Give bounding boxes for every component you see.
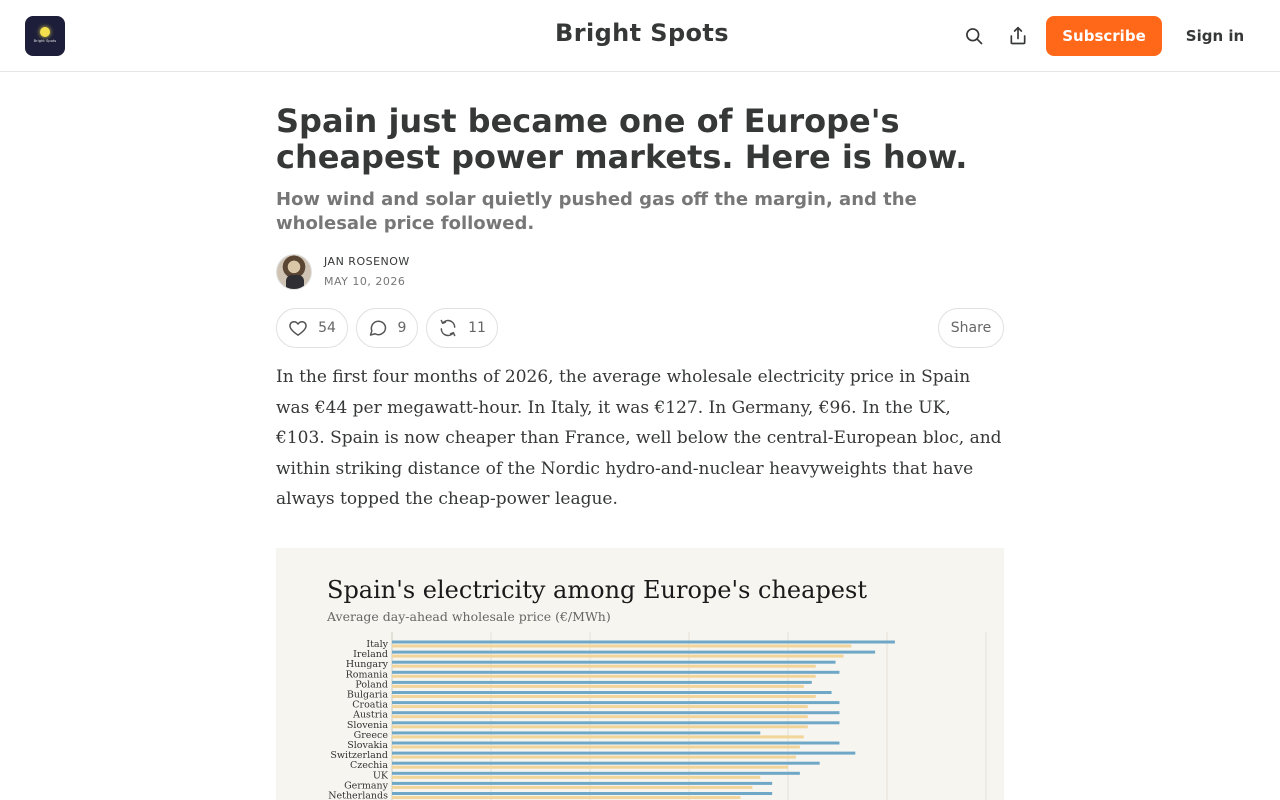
bar-series-a <box>392 771 800 775</box>
sun-icon <box>40 27 50 37</box>
bar-series-a <box>392 781 773 785</box>
bar-series-b <box>392 775 761 779</box>
comment-button[interactable]: 9 <box>356 308 418 348</box>
restack-count: 11 <box>468 320 486 336</box>
category-label: Netherlands <box>328 791 388 800</box>
category-label: Greece <box>354 730 389 741</box>
bar-series-a <box>392 731 761 735</box>
bar-series-b <box>392 796 741 799</box>
like-count: 54 <box>318 320 336 336</box>
bar-series-a <box>392 680 812 684</box>
bar-series-b <box>392 705 808 709</box>
bar-series-b <box>392 735 804 739</box>
price-chart-svg: Spain's electricity among Europe's cheap… <box>326 576 987 800</box>
bar-series-a <box>392 761 820 765</box>
bar-series-a <box>392 640 895 644</box>
bar-series-a <box>392 721 840 725</box>
logo-text: Bright Spots <box>33 39 57 43</box>
top-navigation-bar: Bright Spots Bright Spots Subscribe Sign… <box>0 0 1280 72</box>
category-label: Hungary <box>346 659 389 670</box>
bar-series-a <box>392 792 773 795</box>
chart-title: Spain's electricity among Europe's cheap… <box>327 576 867 604</box>
category-label: Romania <box>346 669 389 680</box>
sign-in-link[interactable]: Sign in <box>1185 27 1245 45</box>
bar-series-b <box>392 664 816 668</box>
article-paragraph: In the first four months of 2026, the av… <box>276 367 1002 509</box>
bar-series-b <box>392 755 796 759</box>
restack-icon <box>440 319 456 337</box>
bar-series-a <box>392 711 840 715</box>
subscribe-button[interactable]: Subscribe <box>1046 16 1162 56</box>
category-label: Germany <box>344 780 389 791</box>
search-icon[interactable] <box>962 24 986 48</box>
bar-series-a <box>392 660 836 664</box>
category-label: Ireland <box>353 649 388 660</box>
bar-series-b <box>392 725 808 729</box>
category-label: Austria <box>352 710 388 721</box>
category-label: Bulgaria <box>347 690 388 701</box>
bar-series-a <box>392 691 832 694</box>
bar-series-b <box>392 715 808 719</box>
bar-series-b <box>392 674 816 678</box>
author-name[interactable]: JAN ROSENOW <box>324 255 410 268</box>
comment-count: 9 <box>397 320 407 336</box>
bar-series-a <box>392 751 856 755</box>
post-subtitle: How wind and solar quietly pushed gas of… <box>276 189 917 234</box>
bar-series-b <box>392 695 816 698</box>
share-label: Share <box>950 320 992 336</box>
price-chart: Spain's electricity among Europe's cheap… <box>276 548 1004 800</box>
post-title: Spain just became one of Europe's cheape… <box>276 102 968 176</box>
chart-subtitle: Average day-ahead wholesale price (€/MWh… <box>326 609 611 624</box>
chart-category-labels: ItalyIrelandHungaryRomaniaPolandBulgaria… <box>328 639 389 800</box>
category-label: UK <box>373 770 389 781</box>
bar-series-b <box>392 684 804 688</box>
bar-series-b <box>392 785 753 789</box>
bar-series-a <box>392 701 840 705</box>
bar-series-a <box>392 670 840 674</box>
publication-logo[interactable]: Bright Spots <box>25 16 65 56</box>
post-date: MAY 10, 2026 <box>324 275 406 288</box>
restack-button[interactable]: 11 <box>426 308 498 348</box>
like-button[interactable]: 54 <box>276 308 348 348</box>
author-avatar[interactable] <box>276 254 312 290</box>
share-icon[interactable] <box>1006 24 1030 48</box>
publication-title[interactable]: Bright Spots <box>555 19 729 47</box>
category-label: Switzerland <box>330 750 388 761</box>
bar-series-a <box>392 650 876 654</box>
bar-series-b <box>392 745 800 749</box>
share-button[interactable]: Share <box>938 308 1004 348</box>
bar-series-b <box>392 644 852 648</box>
heart-icon <box>289 321 307 336</box>
bar-series-a <box>392 741 840 745</box>
category-label: Italy <box>366 639 388 650</box>
bar-series-b <box>392 654 844 658</box>
category-label: Croatia <box>352 700 388 711</box>
chart-bars <box>392 640 895 799</box>
bar-series-b <box>392 765 788 769</box>
category-label: Czechia <box>350 760 388 771</box>
category-label: Slovakia <box>347 740 388 751</box>
category-label: Poland <box>355 679 388 690</box>
category-label: Slovenia <box>347 720 388 731</box>
comment-icon <box>369 320 386 336</box>
